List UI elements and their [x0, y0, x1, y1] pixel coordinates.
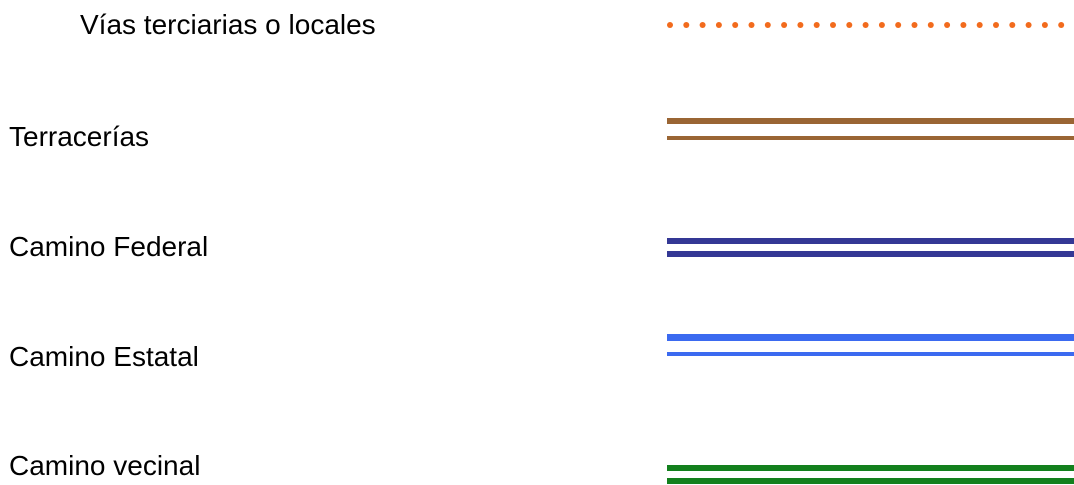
symbol-dot — [781, 22, 788, 28]
symbol-dot — [715, 22, 722, 28]
double-line-icon — [667, 238, 1074, 260]
double-line-icon — [667, 465, 1074, 485]
camino-vecinal-line-symbol — [667, 465, 1074, 484]
symbol-stroke-bottom — [667, 136, 1074, 140]
legend-label-vias-terciarias: Vías terciarias o locales — [80, 9, 376, 40]
symbol-dot — [1025, 22, 1032, 28]
symbol-dot — [1058, 22, 1065, 28]
double-line-icon — [667, 334, 1074, 356]
symbol-stroke-bottom — [667, 478, 1074, 484]
symbol-dot — [862, 22, 869, 28]
symbol-dot — [683, 22, 690, 28]
symbol-dot — [960, 22, 967, 28]
symbol-stroke-top — [667, 118, 1074, 124]
dotted-line-icon — [667, 14, 1074, 36]
symbol-dot — [699, 22, 706, 28]
legend-label-camino-vecinal: Camino vecinal — [9, 450, 201, 481]
dotted-line-symbol — [667, 22, 1065, 28]
symbol-dot — [732, 22, 739, 28]
camino-estatal-line-symbol — [667, 334, 1074, 356]
symbol-dot — [895, 22, 902, 28]
symbol-dot — [1009, 22, 1016, 28]
double-line-icon — [667, 118, 1074, 140]
symbol-dot — [911, 22, 918, 28]
symbol-dot — [878, 22, 885, 28]
symbol-stroke-bottom — [667, 251, 1074, 257]
symbol-stroke-top — [667, 238, 1074, 244]
symbol-dot — [813, 22, 820, 28]
symbol-dot — [830, 22, 836, 28]
legend-label-terracerias: Terracerías — [9, 121, 150, 152]
symbol-dot — [927, 22, 934, 28]
symbol-dot — [976, 22, 983, 28]
symbol-dot — [797, 22, 804, 28]
camino-federal-line-symbol — [667, 238, 1074, 257]
terracerias-line-symbol — [667, 118, 1074, 140]
symbol-dot — [846, 22, 853, 28]
symbol-stroke-bottom — [667, 352, 1074, 356]
symbol-dot — [667, 22, 673, 28]
symbol-stroke-top — [667, 465, 1074, 471]
legend-label-camino-estatal: Camino Estatal — [9, 341, 199, 372]
symbol-stroke-top — [667, 334, 1074, 341]
symbol-dot — [764, 22, 771, 28]
legend-label-camino-federal: Camino Federal — [9, 231, 209, 262]
symbol-dot — [993, 22, 999, 28]
symbol-dot — [944, 22, 951, 28]
symbol-dot — [748, 22, 755, 28]
symbol-dot — [1041, 22, 1048, 28]
